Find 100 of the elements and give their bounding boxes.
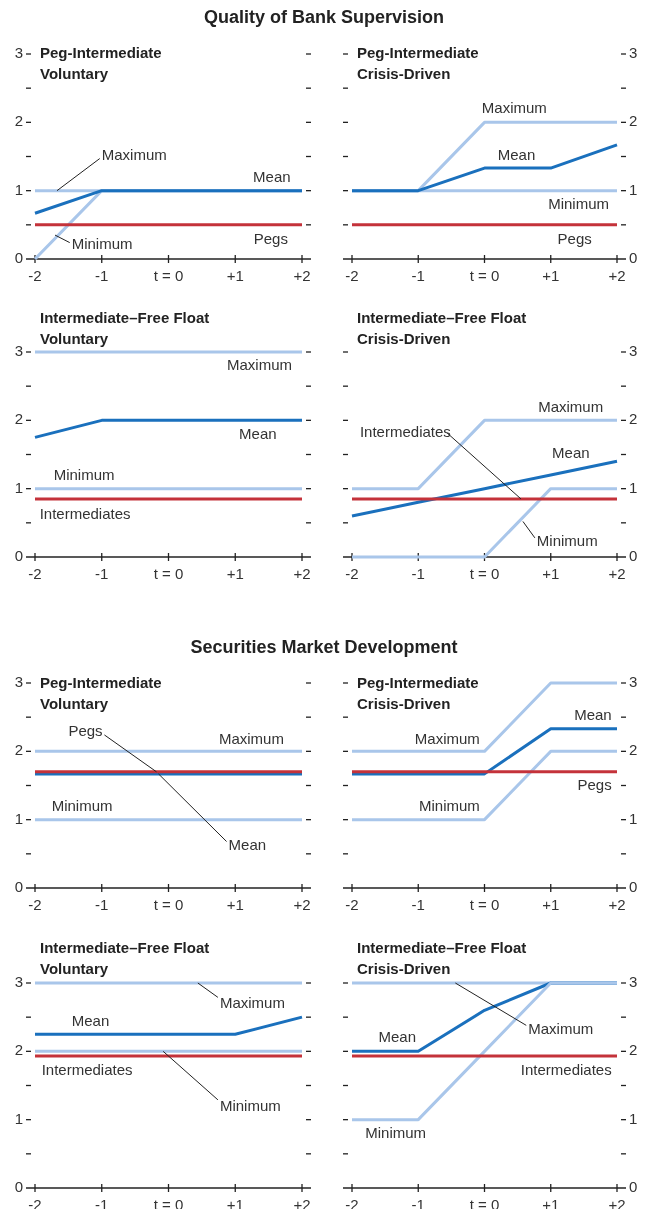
x-tick-label: -2 [28,895,42,913]
series-label: Minimum [53,465,115,483]
y-tick-label: 1 [14,809,23,827]
x-tick-label: +2 [608,1195,626,1209]
y-tick-label: 3 [14,972,23,990]
x-tick-label: -2 [28,266,42,284]
x-tick-label: +2 [608,895,626,913]
x-tick-label: -2 [345,564,359,582]
y-tick-label: 3 [629,972,638,990]
chart-title: Peg-Intermediate [40,43,162,61]
x-tick-label: +1 [542,564,560,582]
ref-line-label: Intermediates [520,1061,612,1079]
series-label: Maximum [218,729,284,747]
series-label: Minimum [536,531,598,549]
x-tick-label: +1 [226,1195,244,1209]
x-tick-label: -1 [95,266,109,284]
y-tick-label: 2 [14,1041,23,1059]
x-tick-label: t = 0 [153,895,184,913]
x-tick-label: +2 [608,564,626,582]
x-tick-label: -1 [411,564,425,582]
x-tick-label: t = 0 [153,266,184,284]
x-tick-label: +1 [542,266,560,284]
series-label: Maximum [538,398,604,415]
series-label: Minimum [71,235,133,253]
series-label: Mean [574,705,612,723]
ref-line-label: Pegs [577,776,612,794]
series-label: Maximum [414,729,480,747]
series-label: Mean [552,443,590,461]
x-tick-label: -2 [28,1195,42,1209]
x-tick-label: t = 0 [469,564,500,582]
y-tick-label: 3 [629,43,638,61]
chart-subtitle: Voluntary [40,959,109,977]
y-tick-label: 0 [14,877,23,895]
x-tick-label: -1 [411,266,425,284]
y-tick-label: 0 [629,1177,638,1195]
x-tick-label: +2 [293,1195,311,1209]
x-tick-label: +1 [542,1195,560,1209]
chart-title: Peg-Intermediate [40,673,162,691]
y-tick-label: 0 [629,877,638,895]
y-tick-label: 1 [629,1109,638,1127]
text: Voluntary [40,694,109,712]
text: Crisis-Driven [357,694,451,712]
x-tick-label: -1 [411,895,425,913]
chart-title: Peg-Intermediate [357,43,479,61]
text: Minimum [219,1096,281,1114]
series-label: Maximum [481,98,547,116]
series-label: Mean [239,424,277,442]
ref-line-label: Pegs [68,722,103,740]
x-tick-label: t = 0 [153,564,184,582]
x-tick-label: -1 [95,1195,109,1209]
text: Voluntary [40,64,109,82]
text: Crisis-Driven [357,64,451,82]
text: Securities Market Development [190,636,458,657]
ref-line-label: Intermediates [41,1061,133,1079]
x-tick-label: t = 0 [469,895,500,913]
series-label: Mean [378,1027,417,1045]
x-tick-label: -1 [411,1195,425,1209]
x-tick-label: +2 [293,564,311,582]
x-tick-label: t = 0 [469,266,500,284]
y-tick-label: 1 [14,478,23,496]
y-tick-label: 2 [14,741,23,759]
ref-line-label: Pegs [253,229,288,247]
y-tick-label: 1 [14,1109,23,1127]
chart-title: Peg-Intermediate [357,673,479,691]
x-tick-label: -2 [345,1195,359,1209]
y-tick-label: 3 [14,43,23,61]
y-tick-label: 2 [629,741,638,759]
y-tick-label: 3 [14,672,23,690]
chart-subtitle: Crisis-Driven [357,329,451,347]
y-tick-label: 2 [629,410,638,428]
x-tick-label: -2 [345,895,359,913]
y-tick-label: 3 [629,672,638,690]
x-tick-label: -2 [345,266,359,284]
y-tick-label: 0 [629,248,638,266]
x-tick-label: +1 [226,564,244,582]
text: Mean [228,836,267,854]
x-tick-label: +2 [293,266,311,284]
chart-title: Intermediate–Free Float [357,308,527,326]
y-tick-label: 2 [14,410,23,428]
x-tick-label: +1 [542,895,560,913]
y-tick-label: 2 [14,112,23,130]
x-tick-label: +2 [293,895,311,913]
y-tick-label: 2 [629,112,638,130]
y-tick-label: 3 [14,341,23,359]
x-tick-label: +1 [226,895,244,913]
x-tick-label: -1 [95,895,109,913]
text: Maximum [528,1020,594,1038]
y-tick-label: 1 [629,478,638,496]
text: Quality of Bank Supervision [203,6,445,27]
x-tick-label: +1 [226,266,244,284]
ref-line-label: Pegs [557,229,592,247]
series-label: Mean [253,168,291,186]
series-label: Maximum [219,994,285,1012]
series-label: Maximum [101,146,167,164]
series-label: Minimum [548,194,610,212]
series-label: Minimum [419,796,480,814]
y-tick-label: 1 [629,809,638,827]
y-tick-label: 3 [629,341,638,359]
ref-line-label: Intermediates [359,422,451,440]
y-tick-label: 0 [14,248,23,266]
